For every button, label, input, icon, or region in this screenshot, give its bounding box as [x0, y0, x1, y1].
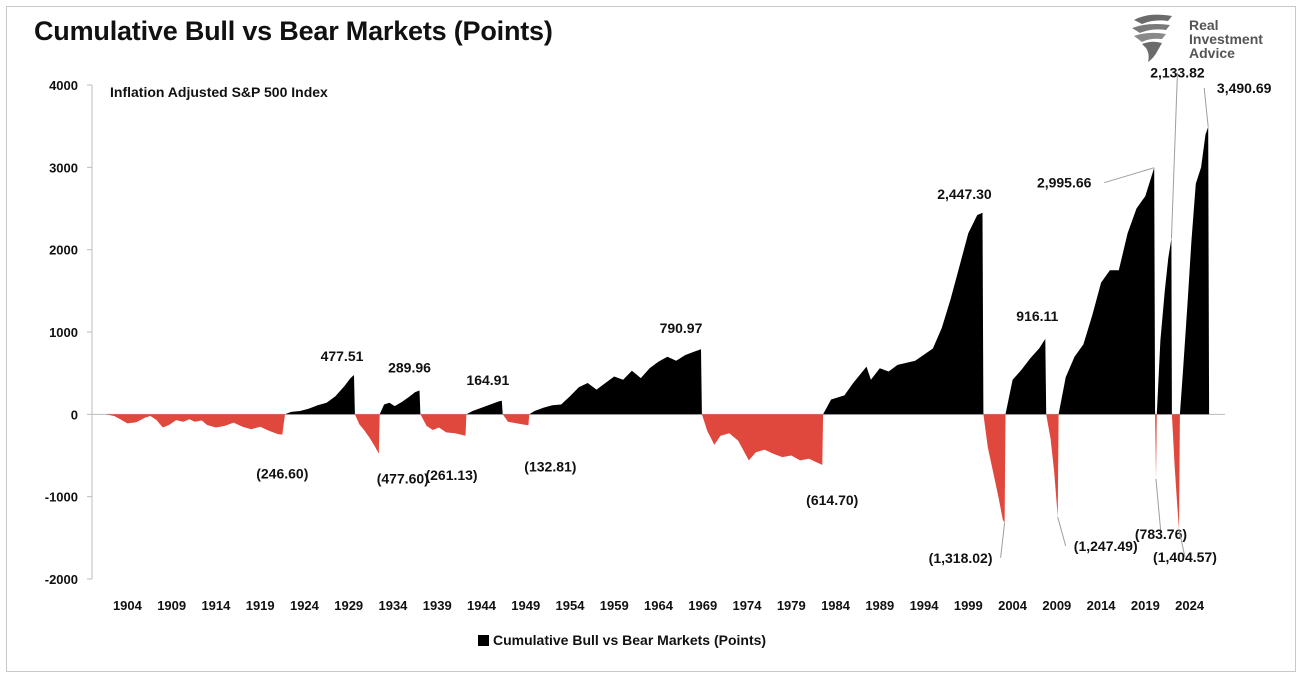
series-areas	[105, 126, 1210, 530]
brand-name: Real Investment Advice	[1189, 18, 1263, 60]
bull-data-label: 164.91	[466, 372, 509, 388]
bear-market-area	[354, 414, 380, 454]
x-tick-label: 2004	[998, 598, 1028, 613]
y-tick-label: 1000	[49, 325, 78, 340]
y-tick-label: -2000	[45, 572, 78, 587]
bull-market-area	[1058, 167, 1156, 415]
x-tick-label: 1979	[777, 598, 806, 613]
x-tick-label: 1954	[556, 598, 586, 613]
y-tick-label: 0	[71, 407, 78, 422]
label-leader-line	[1178, 529, 1186, 558]
chart-title: Cumulative Bull vs Bear Markets (Points)	[34, 16, 553, 46]
bull-market-area	[1156, 238, 1172, 415]
bear-data-label: (1,404.57)	[1153, 549, 1217, 565]
bear-market-area	[1046, 414, 1059, 517]
bull-market-area	[1179, 126, 1210, 415]
x-axis: 1904 1909 1914 1919 1924 1929 1934 1939 1944 1949…	[92, 413, 1225, 613]
label-leader-line	[1203, 87, 1209, 127]
label-leader-line	[1104, 167, 1155, 184]
x-tick-label: 1969	[688, 598, 717, 613]
label-leader-line	[1155, 478, 1162, 534]
x-tick-label: 2019	[1131, 598, 1160, 613]
bear-data-label: (246.60)	[256, 466, 308, 482]
bull-market-area	[1005, 338, 1047, 415]
bear-data-label: (261.13)	[425, 467, 477, 483]
label-leader-line	[1057, 516, 1067, 547]
x-tick-label: 1919	[246, 598, 275, 613]
bear-market-area	[701, 414, 824, 465]
bull-market-area	[285, 375, 355, 415]
chart-subtitle: Inflation Adjusted S&P 500 Index	[110, 84, 328, 100]
brand-line-3: Advice	[1189, 45, 1235, 61]
bull-data-label: 289.96	[388, 359, 431, 375]
legend: Cumulative Bull vs Bear Markets (Points)	[478, 632, 766, 648]
label-leader-line	[1000, 522, 1006, 558]
bear-market-area	[502, 414, 530, 426]
x-tick-label: 1994	[910, 598, 940, 613]
bear-market-area	[1171, 414, 1180, 530]
x-tick-label: 1984	[821, 598, 851, 613]
x-tick-label: 1999	[954, 598, 983, 613]
label-leader-line	[1170, 72, 1178, 239]
legend-label: Cumulative Bull vs Bear Markets (Points)	[493, 632, 766, 648]
bear-data-label: (614.70)	[806, 492, 858, 508]
x-tick-label: 1949	[511, 598, 540, 613]
bull-market-area	[529, 349, 702, 415]
bear-market-area	[420, 414, 467, 436]
x-tick-label: 1929	[334, 598, 363, 613]
x-tick-label: 1964	[644, 598, 674, 613]
bull-market-area	[379, 390, 421, 415]
bear-data-label: (477.60)	[377, 471, 429, 487]
bull-market-area	[466, 400, 503, 415]
x-tick-label: 1934	[378, 598, 408, 613]
bear-data-label: (1,318.02)	[929, 550, 993, 566]
x-tick-label: 1904	[113, 598, 143, 613]
x-tick-label: 1924	[290, 598, 320, 613]
bull-market-area	[823, 212, 984, 415]
legend-swatch	[478, 635, 489, 646]
x-tick-label: 2009	[1042, 598, 1071, 613]
eagle-icon	[1132, 14, 1172, 62]
y-tick-label: 2000	[49, 243, 78, 258]
bear-data-label: (132.81)	[524, 458, 576, 474]
brand-line-1: Real	[1189, 17, 1219, 33]
bear-market-area	[1155, 414, 1157, 479]
y-axis: -2000 -1000 0 1000 2000 3000 4000	[45, 78, 93, 587]
data-labels: (246.60) 477.51 (477.60) 289.96 (261.13) 164.…	[256, 65, 1271, 566]
y-tick-label: -1000	[45, 490, 78, 505]
bear-market-area	[105, 414, 285, 435]
bull-data-label: 477.51	[321, 348, 364, 364]
y-tick-label: 3000	[49, 160, 78, 175]
bear-market-area	[983, 414, 1006, 523]
bull-data-label: 2,447.30	[937, 186, 992, 202]
bull-data-label: 790.97	[660, 320, 703, 336]
x-tick-label: 1959	[600, 598, 629, 613]
brand-line-2: Investment	[1189, 31, 1263, 47]
bull-data-label: 2,995.66	[1037, 175, 1092, 191]
x-tick-label: 1909	[157, 598, 186, 613]
bull-data-label: 3,490.69	[1217, 80, 1272, 96]
bull-data-label: 2,133.82	[1150, 65, 1205, 81]
x-tick-label: 2014	[1087, 598, 1117, 613]
x-tick-label: 1944	[467, 598, 497, 613]
x-tick-label: 1974	[733, 598, 763, 613]
x-tick-label: 2024	[1175, 598, 1205, 613]
bull-data-label: 916.11	[1016, 308, 1058, 324]
x-tick-label: 1939	[423, 598, 452, 613]
chart-frame	[6, 6, 1296, 672]
bear-data-label: (783.76)	[1135, 526, 1187, 542]
x-tick-label: 1914	[201, 598, 231, 613]
y-tick-label: 4000	[49, 78, 78, 93]
x-tick-label: 1989	[865, 598, 894, 613]
brand-logo: Real Investment Advice	[1128, 12, 1278, 68]
bear-data-label: (1,247.49)	[1074, 538, 1138, 554]
